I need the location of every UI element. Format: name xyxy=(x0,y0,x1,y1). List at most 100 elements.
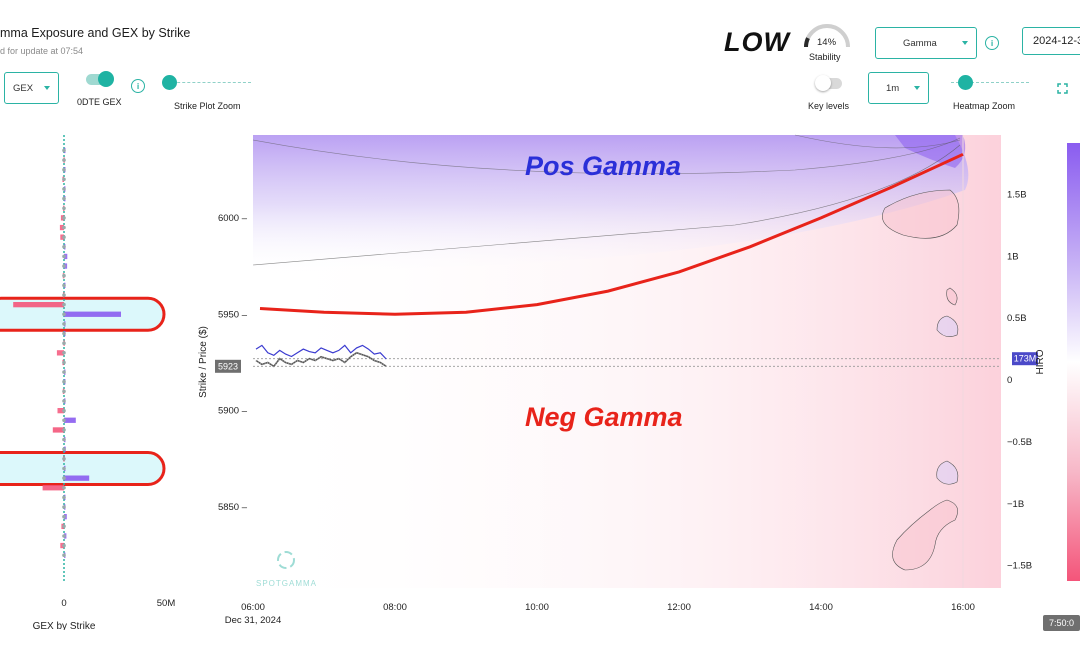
gex-strike-marker xyxy=(62,505,66,509)
neg-gamma-contour xyxy=(892,499,958,571)
gex-strike-marker xyxy=(62,466,66,471)
y2-tick-label: −1B xyxy=(1007,499,1024,510)
gex-strike-marker xyxy=(62,283,66,288)
gex-by-strike-chart: 0 50M GEX by Strike xyxy=(0,135,175,630)
gex-x-tick-label: 0 xyxy=(61,598,66,609)
gex-strike-marker xyxy=(62,514,66,519)
heatmap-zoom-label: Heatmap Zoom xyxy=(953,101,1016,111)
odte-toggle[interactable] xyxy=(86,71,114,87)
gex-bar xyxy=(42,485,64,491)
gex-bar xyxy=(59,224,64,231)
hiro-line xyxy=(255,344,387,360)
y-tick-label: 5950 – xyxy=(218,309,248,320)
crosshair-time-badge: 7:50:0 xyxy=(1043,615,1080,631)
stability-percent: 14% xyxy=(817,37,837,48)
strike-zoom-label: Strike Plot Zoom xyxy=(174,101,241,111)
svg-text:5923: 5923 xyxy=(218,361,238,371)
metric-select-value: Gamma xyxy=(903,37,937,49)
gex-select[interactable]: GEX xyxy=(4,72,59,104)
slider-track xyxy=(951,82,1029,83)
stability-label: Stability xyxy=(809,52,841,62)
gamma-contour xyxy=(252,144,961,266)
metric-select[interactable]: Gamma xyxy=(875,27,977,59)
gex-strike-marker xyxy=(62,418,66,423)
gex-bar xyxy=(60,542,64,549)
gamma-heatmap-chart: 6000 – 5950 – 5900 – 5850 – 1.5B 1B 0.5B 0 −0.5… xyxy=(198,134,1046,626)
heatmap-zoom-slider[interactable] xyxy=(951,75,1029,90)
x-tick-label: 12:00 xyxy=(667,602,691,613)
gex-strike-marker xyxy=(62,351,66,355)
svg-text:173M: 173M xyxy=(1014,354,1037,364)
interval-select[interactable]: 1m xyxy=(868,72,929,104)
odte-toggle-knob xyxy=(98,71,114,87)
gex-bar xyxy=(64,475,90,481)
gex-strike-marker xyxy=(62,322,66,326)
info-icon[interactable]: i xyxy=(131,79,145,93)
gamma-flip-curve xyxy=(259,152,964,316)
gex-x-axis-label: GEX by Strike xyxy=(33,621,96,630)
y-tick-label: 5850 – xyxy=(218,502,248,513)
y-tick-label: 6000 – xyxy=(218,213,248,224)
gex-strike-marker xyxy=(62,245,66,249)
neg-gamma-contour xyxy=(946,287,958,306)
gex-strike-marker xyxy=(62,428,66,432)
gex-strike-marker xyxy=(62,389,66,394)
slider-track xyxy=(162,82,251,83)
highlighted-strike-band xyxy=(0,451,166,486)
gex-strike-marker xyxy=(62,177,66,182)
key-levels-label: Key levels xyxy=(808,101,850,111)
gex-strike-marker xyxy=(62,399,66,403)
y2-tick-label: 1.5B xyxy=(1007,189,1027,200)
y2-tick-label: −1.5B xyxy=(1007,561,1032,572)
stability-gauge xyxy=(804,24,850,48)
gex-strike-marker xyxy=(62,302,66,307)
gex-strike-marker xyxy=(62,216,66,220)
slider-thumb[interactable] xyxy=(958,75,973,90)
y-tick-label: 5900 – xyxy=(218,406,248,417)
gamma-colorbar xyxy=(1067,143,1080,581)
chevron-down-icon xyxy=(44,86,50,90)
price-line xyxy=(255,351,387,368)
y2-tick-label: 0.5B xyxy=(1007,313,1027,324)
gex-strike-marker xyxy=(62,273,66,278)
gex-strike-marker xyxy=(62,225,66,230)
gex-strike-marker xyxy=(62,379,66,384)
gex-strike-marker xyxy=(62,331,66,336)
gex-bar xyxy=(64,417,76,423)
gex-strike-marker xyxy=(62,360,66,365)
x-tick-label: 16:00 xyxy=(951,602,975,613)
gex-strike-marker xyxy=(62,196,66,201)
fullscreen-icon[interactable] xyxy=(1057,83,1068,94)
gex-strike-marker xyxy=(62,148,66,153)
x-tick-label: 08:00 xyxy=(383,602,407,613)
gamma-contour xyxy=(794,134,961,149)
strike-zoom-slider[interactable] xyxy=(162,75,251,90)
neg-gamma-contour xyxy=(882,189,960,239)
date-value: 2024-12-3 xyxy=(1033,35,1080,47)
y2-tick-label: 0 xyxy=(1007,375,1012,386)
gex-bar xyxy=(57,408,64,414)
watermark-logo: SPOTGAMMA xyxy=(256,551,316,588)
stability-level: LOW xyxy=(724,27,790,57)
chevron-down-icon xyxy=(914,86,920,90)
neg-gamma-annotation: Neg Gamma xyxy=(525,402,683,432)
gex-strike-marker xyxy=(62,524,66,529)
gex-strike-marker xyxy=(62,534,66,538)
pos-gamma-contour xyxy=(936,315,959,337)
gex-bar xyxy=(60,234,64,240)
x-tick-label: 06:00 xyxy=(241,602,265,613)
current-price-badge: 5923 xyxy=(215,359,241,373)
gamma-contour xyxy=(252,137,961,175)
info-icon[interactable]: i xyxy=(985,36,999,50)
gex-strike-marker xyxy=(62,476,66,480)
gex-bar xyxy=(52,427,64,433)
gex-strike-marker xyxy=(62,341,66,345)
x-tick-label: 14:00 xyxy=(809,602,833,613)
key-levels-toggle[interactable] xyxy=(815,75,842,91)
gex-bar xyxy=(13,302,64,308)
interval-select-value: 1m xyxy=(886,82,900,94)
gex-strike-marker xyxy=(62,408,66,413)
date-field[interactable]: 2024-12-3 xyxy=(1022,27,1080,55)
slider-thumb[interactable] xyxy=(162,75,177,90)
page-title: mma Exposure and GEX by Strike xyxy=(0,26,191,40)
